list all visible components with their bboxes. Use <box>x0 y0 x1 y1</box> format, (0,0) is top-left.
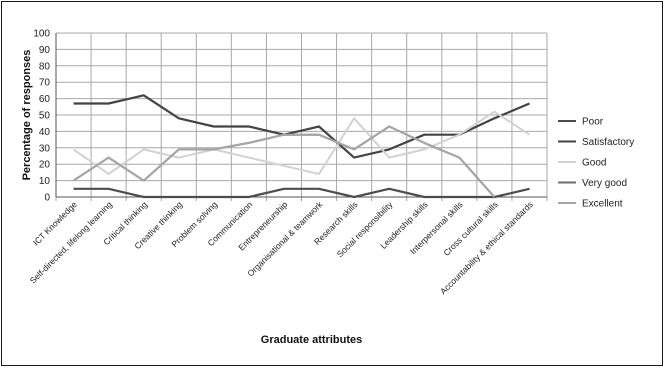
series-line-good <box>72 110 531 175</box>
legend-label: Satisfactory <box>582 137 634 148</box>
series-line-poor <box>73 187 530 199</box>
y-tick-label: 10 <box>39 176 51 187</box>
y-tick-label: 0 <box>44 193 50 204</box>
y-tick-label: 40 <box>39 127 51 138</box>
y-tick-label: 30 <box>39 143 51 154</box>
series-line-very-good <box>72 125 496 198</box>
legend-label: Excellent <box>582 199 623 210</box>
legend-label: Good <box>582 158 606 169</box>
y-tick-label: 90 <box>39 45 51 56</box>
legend-label: Very good <box>582 178 627 189</box>
x-axis-title: Graduate attributes <box>261 334 362 346</box>
y-axis-title: Percentage of responses <box>21 50 33 181</box>
y-tick-label: 100 <box>33 29 50 40</box>
series-line-satisfactory <box>73 94 530 159</box>
y-tick-label: 60 <box>39 94 51 105</box>
y-tick-label: 50 <box>39 111 51 122</box>
y-tick-label: 80 <box>39 61 51 72</box>
y-tick-label: 20 <box>39 160 51 171</box>
series-line-excellent <box>72 125 496 198</box>
legend-label: Poor <box>582 117 604 128</box>
y-tick-label: 70 <box>39 78 51 89</box>
